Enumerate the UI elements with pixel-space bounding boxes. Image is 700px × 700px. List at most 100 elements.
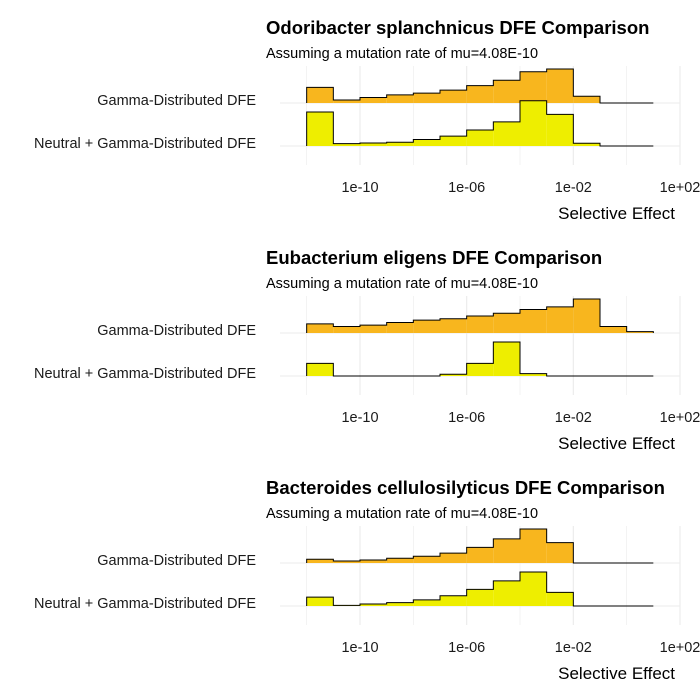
series-label-neutral-gamma: Neutral + Gamma-Distributed DFE (34, 366, 256, 382)
histogram-bar (360, 142, 387, 146)
x-tick-label: 1e+02 (660, 640, 700, 656)
x-axis-label: Selective Effect (558, 664, 675, 683)
histogram-bar (546, 69, 574, 103)
x-tick-label: 1e-10 (341, 410, 378, 426)
histogram-bar (520, 373, 547, 376)
histogram-bar (440, 136, 467, 146)
histogram-bar (413, 599, 440, 606)
histogram-bar (386, 558, 414, 563)
histogram-bar (520, 71, 547, 103)
series-gamma (306, 528, 654, 564)
histogram-bar (440, 90, 467, 103)
histogram-bar (360, 559, 387, 563)
panel-2: Eubacterium eligens DFE Comparison Assumi… (34, 247, 700, 453)
x-axis-label: Selective Effect (558, 434, 675, 453)
histogram-bar (333, 99, 360, 103)
histogram-bar (546, 306, 574, 333)
histogram-bar (546, 114, 574, 146)
histogram-bar (440, 374, 467, 376)
histogram-bar (573, 299, 600, 333)
histogram-bar (360, 603, 387, 606)
histogram-bar (573, 96, 600, 103)
series-outline (306, 571, 654, 607)
histogram-bar (333, 560, 360, 563)
panel-subtitle: Assuming a mutation rate of mu=4.08E-10 (266, 506, 538, 522)
histogram-bar (600, 326, 627, 333)
series-outline (306, 528, 654, 564)
histogram-bar (466, 130, 494, 146)
x-tick-label: 1e+02 (660, 410, 700, 426)
series-neutral-gamma (306, 571, 654, 607)
histogram-bar (386, 602, 414, 606)
histogram-bar (333, 143, 360, 146)
histogram-bar (466, 547, 494, 563)
histogram-bar (466, 316, 494, 333)
x-axis-label: Selective Effect (558, 204, 675, 223)
histogram-bar (493, 80, 520, 103)
series-label-neutral-gamma: Neutral + Gamma-Distributed DFE (34, 596, 256, 612)
series-label-neutral-gamma: Neutral + Gamma-Distributed DFE (34, 136, 256, 152)
histogram-bar (520, 572, 547, 606)
panel-title: Odoribacter splanchnicus DFE Comparison (266, 17, 649, 38)
histogram-bar (413, 320, 440, 333)
histogram-bar (440, 318, 467, 333)
series-label-gamma: Gamma-Distributed DFE (97, 553, 256, 569)
series-neutral-gamma (306, 100, 654, 147)
panel-title: Bacteroides cellulosilyticus DFE Compari… (266, 477, 665, 498)
x-tick-label: 1e+02 (660, 180, 700, 196)
histogram-bar (520, 529, 547, 563)
histogram-bar (493, 313, 520, 333)
histogram-bar (626, 331, 654, 333)
histogram-bar (493, 580, 520, 606)
histogram-bar (413, 556, 440, 563)
histogram-bar (360, 97, 387, 103)
x-tick-label: 1e-02 (555, 410, 592, 426)
histogram-bar (493, 538, 520, 563)
x-tick-label: 1e-10 (341, 640, 378, 656)
histogram-bar (306, 112, 334, 146)
series-label-gamma: Gamma-Distributed DFE (97, 93, 256, 109)
histogram-bar (306, 363, 334, 376)
histogram-bar (386, 142, 414, 146)
panel-1: Odoribacter splanchnicus DFE Comparison A… (34, 17, 700, 223)
histogram-bar (493, 121, 520, 146)
series-outline (306, 100, 654, 147)
series-outline (306, 68, 654, 104)
histogram-bar (493, 342, 520, 376)
histogram-bar (413, 93, 440, 103)
x-tick-label: 1e-02 (555, 180, 592, 196)
x-tick-label: 1e-06 (448, 640, 485, 656)
histogram-bar (546, 592, 574, 606)
series-gamma (306, 68, 654, 104)
histogram-bar (333, 326, 360, 333)
histogram-bar (306, 87, 334, 103)
histogram-bar (306, 323, 334, 333)
histogram-bar (306, 597, 334, 606)
histogram-bar (520, 309, 547, 333)
series-outline (306, 298, 654, 333)
histogram-bar (360, 325, 387, 333)
histogram-bar (413, 139, 440, 146)
series-gamma (306, 298, 654, 333)
histogram-bar (466, 589, 494, 606)
x-tick-label: 1e-06 (448, 410, 485, 426)
x-tick-label: 1e-06 (448, 180, 485, 196)
panel-title: Eubacterium eligens DFE Comparison (266, 247, 602, 268)
x-tick-label: 1e-10 (341, 180, 378, 196)
x-tick-label: 1e-02 (555, 640, 592, 656)
panel-subtitle: Assuming a mutation rate of mu=4.08E-10 (266, 46, 538, 62)
panel-3: Bacteroides cellulosilyticus DFE Compari… (34, 477, 700, 683)
histogram-bar (520, 100, 547, 146)
histogram-bar (466, 85, 494, 103)
histogram-bar (386, 94, 414, 103)
series-neutral-gamma (306, 341, 654, 377)
histogram-bar (440, 553, 467, 563)
histogram-bar (573, 143, 600, 146)
series-label-gamma: Gamma-Distributed DFE (97, 323, 256, 339)
panel-subtitle: Assuming a mutation rate of mu=4.08E-10 (266, 276, 538, 292)
histogram-bar (306, 559, 334, 563)
histogram-bar (440, 595, 467, 606)
series-outline (306, 341, 654, 377)
